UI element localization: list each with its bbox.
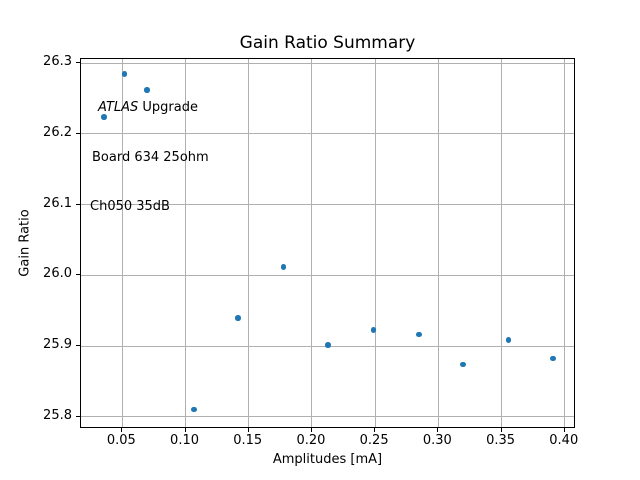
y-gridline xyxy=(81,133,574,135)
x-gridline xyxy=(564,59,566,427)
y-axis-label: Gain Ratio xyxy=(17,209,33,277)
x-tick-label: 0.10 xyxy=(170,433,199,448)
y-tick-label: 25.9 xyxy=(43,337,72,353)
y-tick-label: 26.2 xyxy=(43,124,72,140)
x-gridline xyxy=(121,59,123,427)
data-point xyxy=(550,355,556,362)
y-gridline xyxy=(81,204,574,206)
y-tick-label: 26.1 xyxy=(43,195,72,211)
annotation-experiment-name: ATLAS xyxy=(98,100,139,115)
data-point xyxy=(325,342,331,348)
x-gridline xyxy=(185,59,187,427)
points-layer xyxy=(81,59,574,427)
chart-title: Gain Ratio Summary xyxy=(239,33,416,53)
x-tick-label: 0.35 xyxy=(486,433,516,448)
x-gridline xyxy=(437,59,439,427)
x-gridline xyxy=(311,59,313,427)
y-gridline xyxy=(81,62,574,64)
x-tick-mark xyxy=(563,428,565,432)
y-tick-label: 26.3 xyxy=(43,54,72,70)
x-axis-label: Amplitudes [mA] xyxy=(272,452,383,467)
annotation-line-1-text: Upgrade xyxy=(138,100,198,115)
y-tick-mark xyxy=(76,274,80,276)
y-tick-label: 25.8 xyxy=(43,407,72,423)
data-point xyxy=(121,71,128,77)
y-tick-mark xyxy=(76,203,80,205)
y-tick-label: 26.0 xyxy=(43,266,72,282)
x-tick-mark xyxy=(374,428,376,432)
annotation-line-2: Board 634 25ohm xyxy=(92,149,209,165)
x-gridline xyxy=(248,59,250,427)
data-point xyxy=(416,331,422,338)
annotation-block: ATLAS Upgrade Board 634 25ohm Ch050 35dB xyxy=(90,67,209,249)
x-tick-label: 0.30 xyxy=(422,433,452,448)
annotation-line-3: Ch050 35dB xyxy=(90,199,170,214)
data-point xyxy=(280,264,287,270)
x-tick-mark xyxy=(437,428,439,432)
x-tick-label: 0.20 xyxy=(296,433,326,448)
data-point xyxy=(505,337,512,343)
data-point xyxy=(370,327,377,333)
x-tick-mark xyxy=(247,428,249,432)
x-gridline xyxy=(374,59,376,427)
x-tick-label: 0.25 xyxy=(359,433,389,448)
plot-area: ATLAS Upgrade Board 634 25ohm Ch050 35dB xyxy=(80,58,575,428)
x-tick-mark xyxy=(310,428,312,432)
data-point xyxy=(191,406,197,413)
x-tick-mark xyxy=(121,428,123,432)
y-tick-mark xyxy=(76,62,80,64)
y-tick-mark xyxy=(76,345,80,347)
x-tick-label: 0.05 xyxy=(106,433,136,448)
annotation-line-1: ATLAS Upgrade xyxy=(90,100,209,117)
data-point xyxy=(101,114,107,120)
y-gridline xyxy=(81,274,574,276)
x-tick-mark xyxy=(500,428,502,432)
y-gridline xyxy=(81,416,574,418)
y-tick-mark xyxy=(76,132,80,134)
x-tick-label: 0.40 xyxy=(549,433,579,448)
data-point xyxy=(460,361,466,368)
x-tick-label: 0.15 xyxy=(233,433,263,448)
data-point xyxy=(144,87,150,93)
x-tick-mark xyxy=(184,428,186,432)
data-point xyxy=(235,315,241,321)
x-gridline xyxy=(501,59,503,427)
y-tick-mark xyxy=(76,415,80,417)
